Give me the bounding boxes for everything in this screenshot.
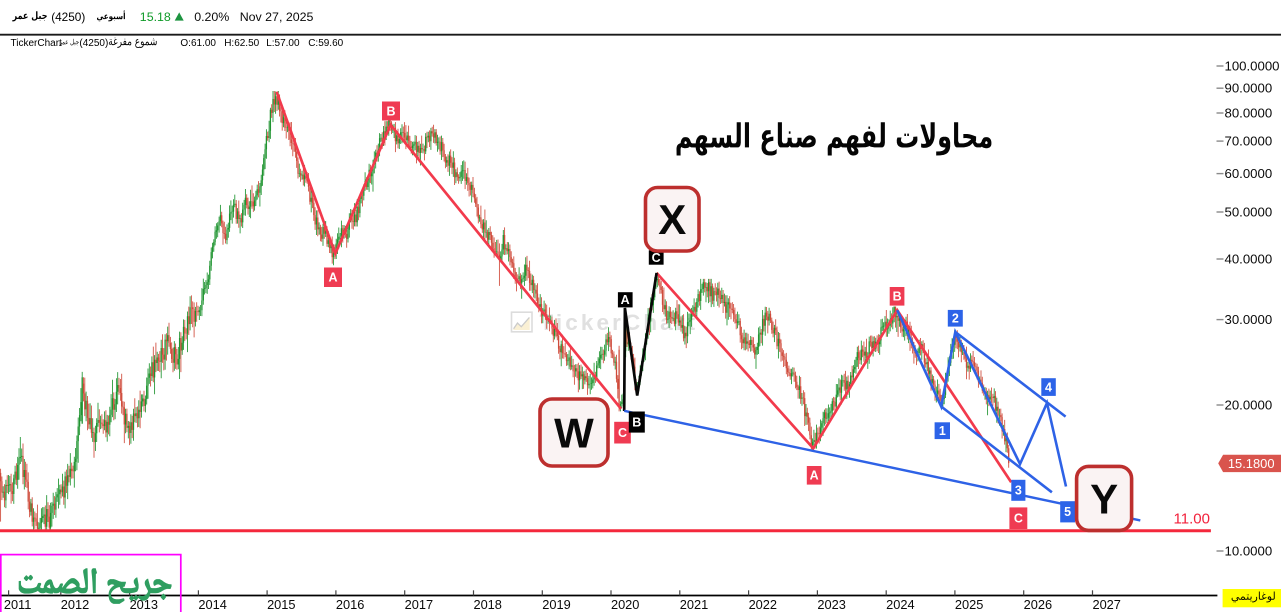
svg-text:B: B [386,104,395,118]
svg-text:X: X [658,196,686,243]
svg-text:60.0000: 60.0000 [1225,166,1273,181]
svg-text:80.0000: 80.0000 [1225,106,1273,121]
svg-text:Y: Y [1090,475,1118,522]
svg-text:2020: 2020 [611,597,639,612]
svg-text:2023: 2023 [817,597,845,612]
svg-text:90.0000: 90.0000 [1225,81,1273,96]
svg-text:10.0000: 10.0000 [1225,544,1273,559]
svg-text:L:57.00: L:57.00 [266,38,300,49]
svg-text:50.0000: 50.0000 [1225,205,1273,220]
svg-text:100.0000: 100.0000 [1225,59,1280,74]
svg-text:W: W [554,410,594,457]
svg-text:15.18: 15.18 [140,10,171,24]
svg-text:15.1800: 15.1800 [1228,456,1275,471]
svg-text:C: C [652,251,661,265]
svg-text:Nov 27, 2025: Nov 27, 2025 [240,10,314,24]
svg-text:C: C [618,426,627,440]
svg-text:(4250): (4250) [51,10,85,24]
svg-text:C:59.60: C:59.60 [308,38,343,49]
svg-text:0.20%: 0.20% [194,10,229,24]
svg-text:40.0000: 40.0000 [1225,252,1273,267]
svg-text:20.0000: 20.0000 [1225,398,1273,413]
svg-text:H:62.50: H:62.50 [224,38,259,49]
svg-text:A: A [328,271,337,285]
svg-text:2016: 2016 [336,597,364,612]
svg-text:2025: 2025 [955,597,983,612]
svg-text:2019: 2019 [542,597,570,612]
svg-text:4: 4 [1045,380,1052,394]
svg-text:70.0000: 70.0000 [1225,134,1273,149]
svg-text:B: B [632,415,641,429]
svg-text:2011: 2011 [4,597,32,612]
svg-text:A: A [621,293,630,307]
svg-text:2017: 2017 [405,597,433,612]
svg-text:2: 2 [952,312,959,326]
svg-text:2026: 2026 [1024,597,1052,612]
svg-text:(4250): (4250) [79,38,108,49]
svg-text:3: 3 [1015,484,1022,498]
svg-text:5: 5 [1064,505,1071,519]
svg-text:2024: 2024 [886,597,914,612]
svg-text:C: C [1014,512,1023,526]
svg-text:B: B [893,290,902,304]
svg-text:2014: 2014 [198,597,226,612]
svg-text:2021: 2021 [680,597,708,612]
svg-text:O:61.00: O:61.00 [180,38,216,49]
svg-text:TickerChart: TickerChart [11,38,63,49]
svg-text:30.0000: 30.0000 [1225,312,1273,327]
svg-text:2018: 2018 [473,597,501,612]
svg-text:2015: 2015 [267,597,295,612]
svg-text:2013: 2013 [130,597,158,612]
svg-text:2012: 2012 [61,597,89,612]
svg-text:2027: 2027 [1092,597,1120,612]
svg-text:1: 1 [939,424,946,438]
svg-text:2022: 2022 [749,597,777,612]
svg-text:A: A [810,469,819,483]
svg-text:11.00: 11.00 [1174,511,1210,528]
